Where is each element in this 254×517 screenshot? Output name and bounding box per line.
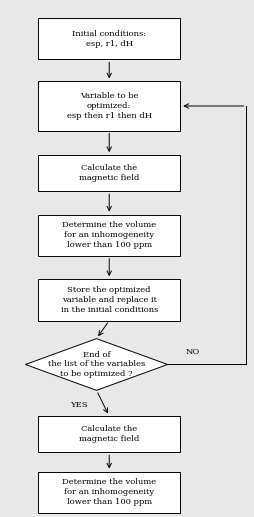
FancyBboxPatch shape <box>38 279 180 321</box>
Text: Variable to be
optimized:
esp then r1 then dH: Variable to be optimized: esp then r1 th… <box>67 92 152 120</box>
Text: Determine the volume
for an inhomogeneity
lower than 100 ppm: Determine the volume for an inhomogeneit… <box>62 221 156 249</box>
FancyBboxPatch shape <box>38 472 180 513</box>
Text: NO: NO <box>186 347 200 356</box>
Text: Initial conditions:
esp, r1, dH: Initial conditions: esp, r1, dH <box>72 30 146 48</box>
FancyBboxPatch shape <box>38 81 180 130</box>
Text: End of
the list of the variables
to be optimized ?: End of the list of the variables to be o… <box>48 351 145 378</box>
FancyBboxPatch shape <box>38 215 180 256</box>
Polygon shape <box>25 339 168 390</box>
FancyBboxPatch shape <box>38 18 180 59</box>
Text: Calculate the
magnetic field: Calculate the magnetic field <box>79 164 139 182</box>
FancyBboxPatch shape <box>38 416 180 452</box>
FancyBboxPatch shape <box>38 155 180 191</box>
Text: Store the optimized
variable and replace it
in the initial conditions: Store the optimized variable and replace… <box>60 286 158 314</box>
Text: Determine the volume
for an inhomogeneity
lower than 100 ppm: Determine the volume for an inhomogeneit… <box>62 478 156 506</box>
Text: Calculate the
magnetic field: Calculate the magnetic field <box>79 425 139 443</box>
Text: YES: YES <box>70 401 88 409</box>
